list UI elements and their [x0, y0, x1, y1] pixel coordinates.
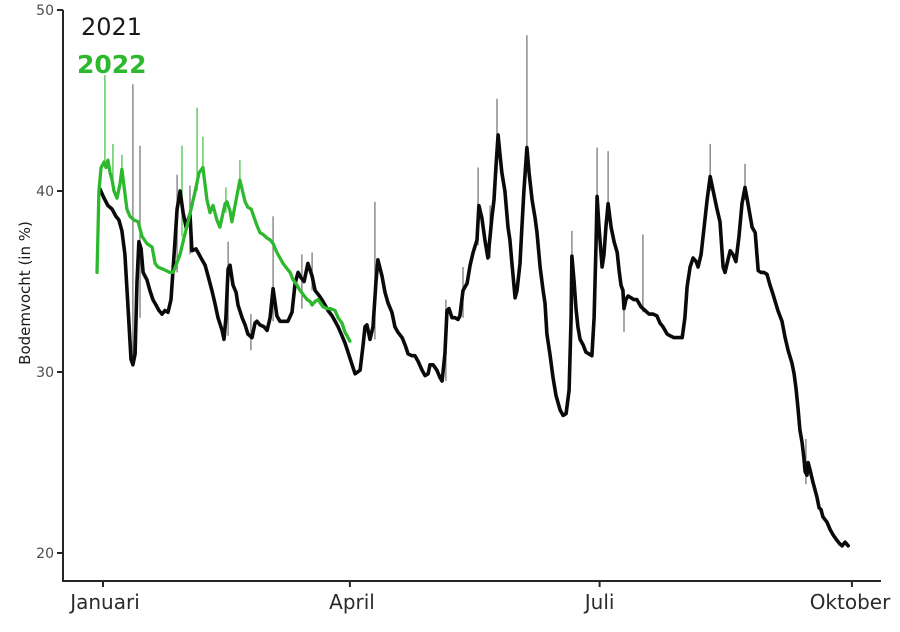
series-2022-noise-spikes: [104, 75, 241, 237]
legend-label-2022: 2022: [77, 50, 147, 79]
y-axis-title: Bodemvocht (in %): [16, 221, 34, 365]
x-tick-label-oktober: Oktober: [810, 590, 891, 614]
y-tick-label-20: 20: [36, 546, 54, 562]
x-tick-label-april: April: [329, 590, 375, 614]
legend-label-2021: 2021: [81, 13, 143, 41]
y-tick-label-40: 40: [36, 184, 54, 200]
x-tick-label-januari: Januari: [68, 590, 140, 614]
series-2021-line: [98, 133, 850, 548]
series-2022-line: [95, 158, 352, 343]
series-2021-noise-spikes: [132, 35, 807, 485]
x-tick-label-juli: Juli: [583, 590, 615, 614]
y-tick-label-30: 30: [36, 365, 54, 381]
y-tick-label-50: 50: [36, 3, 54, 19]
